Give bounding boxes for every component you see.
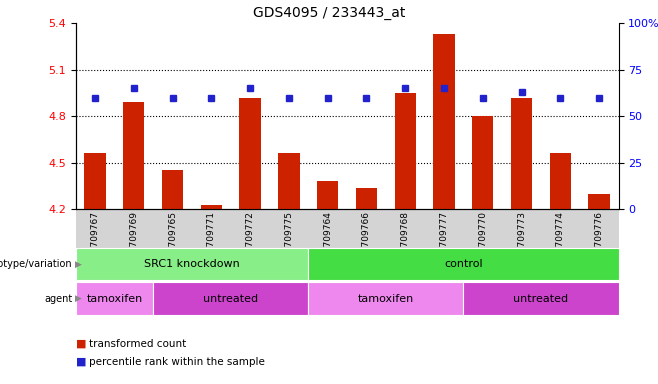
Bar bbox=[84, 154, 106, 209]
Text: untreated: untreated bbox=[203, 293, 259, 304]
Bar bbox=[123, 102, 145, 209]
Text: agent: agent bbox=[44, 293, 72, 304]
Bar bbox=[201, 205, 222, 209]
Text: tamoxifen: tamoxifen bbox=[86, 293, 143, 304]
Bar bbox=[434, 34, 455, 209]
Text: SRC1 knockdown: SRC1 knockdown bbox=[144, 259, 240, 269]
Bar bbox=[278, 154, 299, 209]
Text: control: control bbox=[444, 259, 483, 269]
Bar bbox=[472, 116, 494, 209]
Text: ▶: ▶ bbox=[75, 260, 82, 268]
Text: ■: ■ bbox=[76, 357, 86, 367]
Bar bbox=[240, 98, 261, 209]
Bar bbox=[317, 181, 338, 209]
Text: tamoxifen: tamoxifen bbox=[358, 293, 414, 304]
Text: ■: ■ bbox=[76, 339, 86, 349]
Text: percentile rank within the sample: percentile rank within the sample bbox=[89, 357, 265, 367]
Bar bbox=[588, 194, 610, 209]
Text: untreated: untreated bbox=[513, 293, 569, 304]
Text: GDS4095 / 233443_at: GDS4095 / 233443_at bbox=[253, 6, 405, 20]
Bar bbox=[395, 93, 416, 209]
Text: genotype/variation: genotype/variation bbox=[0, 259, 72, 269]
Bar bbox=[356, 187, 377, 209]
Bar bbox=[162, 170, 184, 209]
Text: transformed count: transformed count bbox=[89, 339, 186, 349]
Text: ▶: ▶ bbox=[75, 294, 82, 303]
Bar bbox=[511, 98, 532, 209]
Bar bbox=[549, 154, 571, 209]
